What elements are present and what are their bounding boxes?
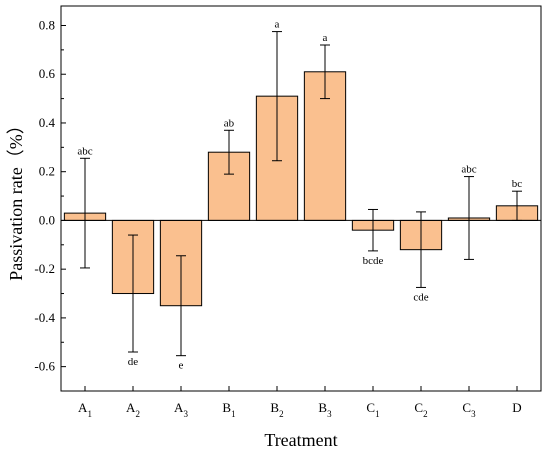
x-tick-label-1: A2 xyxy=(126,400,140,419)
x-tick-label-3: B1 xyxy=(222,400,235,419)
y-tick-label: 0.8 xyxy=(39,17,55,32)
x-tick-labels: A1 A2 A3 B1 B2 B3 C1 C2 C3 D xyxy=(78,400,522,419)
significance-label-2: e xyxy=(179,360,184,372)
y-tick-label: -0.2 xyxy=(34,261,55,276)
error-bar-8 xyxy=(464,176,474,260)
error-bar-2 xyxy=(176,255,186,357)
error-bar-6 xyxy=(368,208,378,252)
error-bar-1 xyxy=(128,234,138,353)
error-bar-4 xyxy=(272,31,282,162)
x-tick-label-9: D xyxy=(512,400,521,415)
x-tick-label-7: C2 xyxy=(414,400,427,419)
error-bar-0 xyxy=(80,157,90,269)
significance-label-7: cde xyxy=(413,291,428,303)
y-axis-label: Passivation rate（%） xyxy=(6,116,26,280)
significance-label-0: abc xyxy=(77,145,92,157)
x-tick-label-0: A1 xyxy=(78,400,92,419)
significance-label-5: a xyxy=(323,32,328,44)
x-axis-label: Treatment xyxy=(264,430,337,450)
y-tick-label: 0.6 xyxy=(39,66,56,81)
error-bars xyxy=(80,31,522,357)
y-tick-label: -0.6 xyxy=(34,359,55,374)
plot-frame xyxy=(60,5,542,392)
error-bar-3 xyxy=(224,129,234,175)
error-bar-7 xyxy=(416,211,426,288)
x-tick-label-2: A3 xyxy=(174,400,188,419)
significance-label-6: bcde xyxy=(363,255,384,267)
significance-label-8: abc xyxy=(461,164,476,176)
significance-label-4: a xyxy=(275,19,280,31)
y-tick-label: 0.2 xyxy=(39,164,55,179)
axes xyxy=(60,5,542,392)
x-tick-label-5: B3 xyxy=(318,400,332,419)
error-bar-5 xyxy=(320,44,330,100)
significance-label-9: bc xyxy=(512,178,523,190)
bars xyxy=(63,71,539,307)
y-tick-labels: -0.6 -0.4 -0.2 0.0 0.2 0.4 0.6 0.8 xyxy=(34,17,55,373)
significance-label-3: ab xyxy=(224,117,235,129)
x-tick-label-8: C3 xyxy=(462,400,476,419)
y-tick-label: 0.4 xyxy=(39,115,56,130)
x-tick-label-6: C1 xyxy=(366,400,379,419)
x-tick-label-4: B2 xyxy=(270,400,283,419)
y-tick-label: -0.4 xyxy=(34,310,55,325)
significance-label-1: de xyxy=(128,356,139,368)
y-tick-label: 0.0 xyxy=(39,212,55,227)
